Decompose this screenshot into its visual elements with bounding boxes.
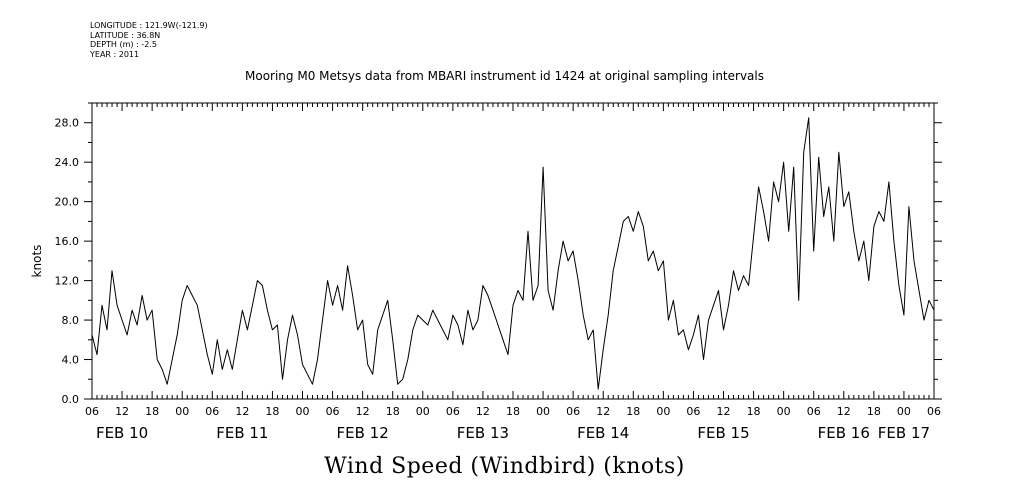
day-label: FEB 11: [216, 424, 268, 442]
x-tick-label: 12: [717, 405, 731, 418]
x-tick-label: 18: [145, 405, 159, 418]
x-tick-label: 12: [235, 405, 249, 418]
day-label: FEB 10: [96, 424, 148, 442]
x-tick-label: 06: [927, 405, 941, 418]
x-tick-label: 00: [777, 405, 791, 418]
y-tick-label: 24.0: [55, 156, 80, 169]
x-tick-label: 06: [326, 405, 340, 418]
latitude-text: LATITUDE : 36.8N: [90, 30, 161, 40]
x-tick-label: 06: [205, 405, 219, 418]
chart-title: Mooring M0 Metsys data from MBARI instru…: [245, 69, 764, 83]
day-label: FEB 13: [457, 424, 509, 442]
y-tick-label: 20.0: [55, 196, 80, 209]
day-label: FEB 17: [878, 424, 930, 442]
depth-text: DEPTH (m) : -2.5: [90, 40, 157, 49]
header-meta: LONGITUDE : 121.9W(-121.9) LATITUDE : 36…: [90, 21, 208, 59]
day-label: FEB 16: [818, 424, 870, 442]
day-label: FEB 15: [697, 424, 749, 442]
x-tick-label: 00: [656, 405, 670, 418]
x-tick-label: 06: [446, 405, 460, 418]
y-tick-label: 4.0: [62, 354, 80, 367]
x-tick-label: 12: [115, 405, 129, 418]
x-tick-label: 18: [626, 405, 640, 418]
x-tick-label: 00: [175, 405, 189, 418]
day-label: FEB 12: [337, 424, 389, 442]
year-text: YEAR : 2011: [90, 49, 140, 59]
x-tick-label: 18: [386, 405, 400, 418]
x-tick-label: 12: [356, 405, 370, 418]
y-tick-label: 16.0: [55, 235, 80, 248]
y-tick-label: 28.0: [55, 117, 80, 130]
x-tick-label: 00: [897, 405, 911, 418]
x-tick-label: 18: [506, 405, 520, 418]
x-tick-label: 18: [867, 405, 881, 418]
y-tick-label: 0.0: [62, 393, 80, 406]
x-tick-label: 12: [476, 405, 490, 418]
chart-caption: Wind Speed (Windbird) (knots): [324, 454, 685, 479]
wind-speed-line: [91, 117, 935, 390]
x-tick-label: 00: [296, 405, 310, 418]
day-label: FEB 14: [577, 424, 629, 442]
x-tick-label: 00: [416, 405, 430, 418]
plot-frame: [91, 102, 935, 400]
y-tick-label: 8.0: [62, 314, 80, 327]
longitude-text: LONGITUDE : 121.9W(-121.9): [90, 21, 208, 30]
x-tick-label: 06: [807, 405, 821, 418]
x-tick-label: 12: [596, 405, 610, 418]
x-tick-label: 12: [837, 405, 851, 418]
y-axis-label: knots: [30, 245, 44, 278]
x-tick-label: 06: [85, 405, 99, 418]
x-tick-label: 18: [265, 405, 279, 418]
x-tick-label: 00: [536, 405, 550, 418]
x-tick-label: 06: [566, 405, 580, 418]
y-tick-label: 12.0: [55, 275, 80, 288]
x-tick-label: 18: [747, 405, 761, 418]
x-tick-label: 06: [686, 405, 700, 418]
